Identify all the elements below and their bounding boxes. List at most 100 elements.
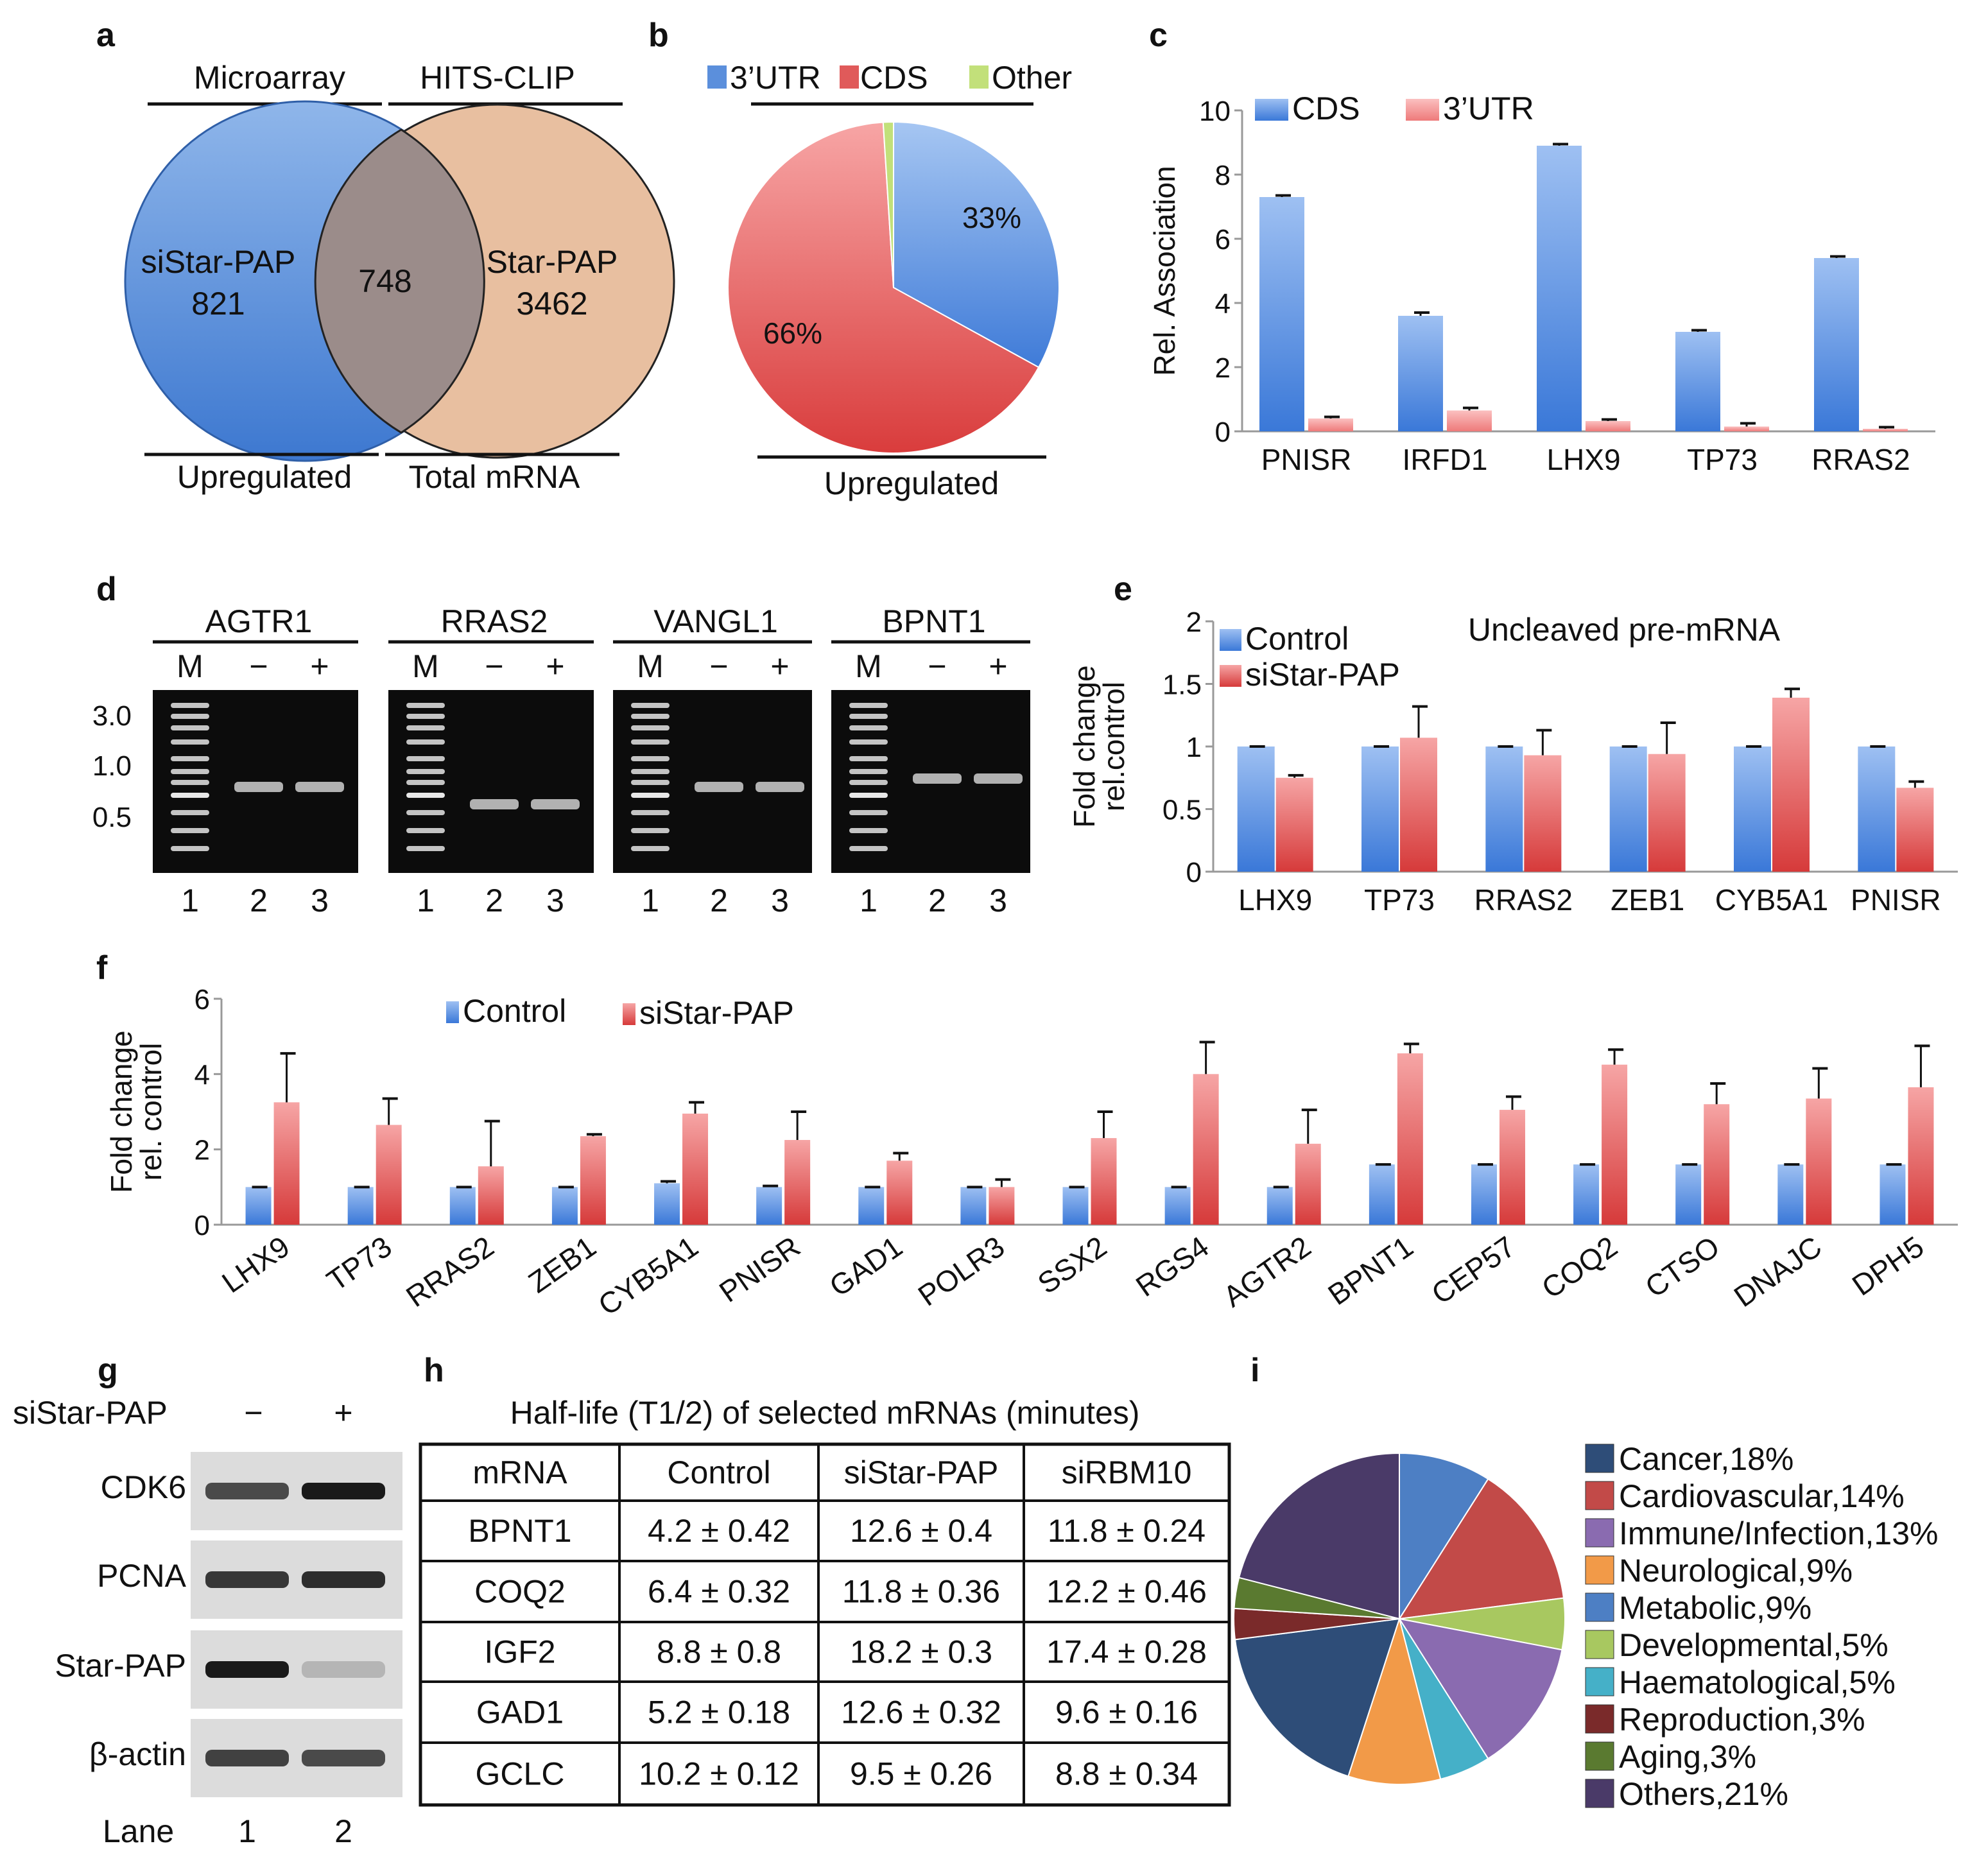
c-bar-3utr-tp73 (1724, 426, 1769, 431)
panel-g-label: g (98, 1352, 118, 1389)
f-bar-sistarpap-dph5 (1908, 1087, 1934, 1225)
f-legend-sistarpap: siStar-PAP (639, 995, 794, 1031)
e-bar-control-cyb5a1 (1734, 746, 1771, 872)
table-h-header-0: mRNA (472, 1454, 567, 1490)
c-bar-3utr-pnisr (1308, 419, 1353, 431)
f-bar-sistarpap-agtr2 (1295, 1143, 1321, 1225)
gel-size-0-5: 0.5 (92, 802, 132, 833)
legend-b-other: Other (992, 60, 1072, 96)
legend-i-label-developmental: Developmental,5% (1619, 1627, 1889, 1663)
gel-agtr1-plus-label: + (310, 648, 329, 684)
f-xtick-coq2: COQ2 (1535, 1230, 1623, 1305)
gel-vangl1-ladder-band (631, 725, 670, 730)
e-ytick-label: 0 (1186, 857, 1202, 888)
c-xtick-rras2: RRAS2 (1811, 443, 1910, 476)
gel-bpnt1-lane-3: 3 (989, 883, 1007, 919)
gel-bpnt1-ladder-band (849, 703, 888, 708)
f-ylabel: rel. control (134, 1043, 168, 1181)
c-xtick-tp73: TP73 (1687, 443, 1758, 476)
panel-h: h Half-life (T1/2) of selected mRNAs (mi… (419, 1352, 1231, 1807)
e-bar-control-pnisr (1858, 746, 1896, 872)
blot-minus: − (244, 1395, 263, 1431)
f-bar-control-dph5 (1880, 1164, 1906, 1225)
gel-rras2-lane-2: 2 (485, 883, 503, 919)
legend-i-swatch-neurological (1585, 1555, 1614, 1585)
e-ytick-label: 2 (1186, 607, 1202, 638)
table-h-cell-r3-c1: 8.8 ± 0.8 (657, 1634, 781, 1670)
f-xtick-cyb5a1: CYB5A1 (592, 1230, 704, 1322)
c-ytick-label: 10 (1199, 96, 1231, 127)
f-ytick-label: 2 (194, 1135, 210, 1166)
e-xtick-pnisr: PNISR (1851, 883, 1941, 917)
e-ylabel: rel.control (1097, 682, 1130, 811)
pie-i-slice-others (1238, 1452, 1400, 1620)
gel-vangl1-ladder-band (631, 793, 670, 798)
f-bar-sistarpap-ssx2 (1091, 1138, 1117, 1225)
c-xtick-lhx9: LHX9 (1546, 443, 1620, 476)
gel-bpnt1-title: BPNT1 (882, 603, 985, 639)
f-bar-sistarpap-ctso (1704, 1104, 1730, 1225)
blot-band-cdk6-lane2 (302, 1483, 385, 1499)
gel-bpnt1-band-lane3 (974, 773, 1023, 784)
f-bar-sistarpap-gad1 (886, 1161, 913, 1225)
f-ytick-label: 6 (194, 984, 210, 1015)
table-h-cell-r2-c1: 6.4 ± 0.32 (648, 1574, 790, 1610)
gel-agtr1-ladder-band (171, 714, 209, 719)
legend-i-label-others: Others,21% (1619, 1776, 1788, 1812)
gel-bpnt1-lane-2: 2 (928, 883, 946, 919)
gel-agtr1-lane-1: 1 (181, 883, 199, 919)
pie-i-slice-neurological (1347, 1616, 1442, 1785)
blot-lane-2: 2 (334, 1813, 352, 1849)
legend-i-label-cancer: Cancer,18% (1619, 1441, 1794, 1477)
f-bar-control-rras2 (449, 1187, 476, 1225)
gel-bpnt1-ladder-band (849, 756, 888, 761)
f-bar-control-ctso (1675, 1164, 1702, 1225)
f-ytick-label: 0 (194, 1210, 210, 1241)
table-h-cell-r2-c0: COQ2 (474, 1574, 566, 1610)
gel-bpnt1-minus-label: − (928, 648, 946, 684)
table-h-cell-r3-c3: 17.4 ± 0.28 (1046, 1634, 1207, 1670)
f-bar-sistarpap-polr3 (989, 1187, 1015, 1225)
f-xtick-dnajc: DNAJC (1728, 1230, 1828, 1314)
blot-lane-label: Lane (103, 1813, 174, 1849)
legend-b-swatch-3utr (707, 65, 727, 89)
gel-agtr1-ladder-band (171, 793, 209, 798)
legend-b-3utr: 3’UTR (730, 60, 821, 96)
f-xtick-polr3: POLR3 (912, 1230, 1010, 1313)
f-xtick-cep57: CEP57 (1425, 1230, 1521, 1311)
e-xtick-lhx9: LHX9 (1238, 883, 1312, 917)
c-ytick-label: 0 (1215, 417, 1231, 448)
table-h-cell-r4-c1: 5.2 ± 0.18 (648, 1695, 790, 1730)
blot-band-pcna-lane2 (302, 1571, 385, 1588)
legend-i-swatch-reproduction (1585, 1704, 1614, 1734)
venn-top-right-label: HITS-CLIP (420, 60, 575, 96)
blot-treatment-label: siStar-PAP (13, 1395, 168, 1431)
f-xtick-ctso: CTSO (1639, 1230, 1725, 1304)
c-legend-swatch-0 (1255, 99, 1288, 121)
gel-vangl1-ladder-band (631, 828, 670, 833)
e-bar-sistarpap-rras2 (1524, 755, 1562, 872)
gel-rras2-ladder-band (406, 725, 445, 730)
e-bar-control-lhx9 (1237, 746, 1275, 872)
gel-agtr1-ladder-band (171, 780, 209, 785)
c-legend-swatch-1 (1406, 99, 1439, 121)
gel-bpnt1-ladder-band (849, 780, 888, 785)
c-bar-3utr-rras2 (1863, 429, 1908, 431)
table-h-header-3: siRBM10 (1062, 1454, 1192, 1490)
gel-bpnt1-ladder-band (849, 739, 888, 745)
f-bar-sistarpap-cyb5a1 (682, 1113, 709, 1225)
e-xtick-rras2: RRAS2 (1474, 883, 1573, 917)
e-bar-sistarpap-zeb1 (1648, 754, 1686, 872)
f-bar-control-tp73 (347, 1187, 374, 1225)
gel-bpnt1-band-lane2 (913, 773, 962, 784)
table-h-cell-r2-c3: 12.2 ± 0.46 (1046, 1574, 1207, 1610)
pie-b (727, 121, 1060, 454)
legend-b-cds: CDS (860, 60, 928, 96)
table-h-cell-r1-c3: 11.8 ± 0.24 (1048, 1513, 1206, 1549)
f-bar-sistarpap-zeb1 (580, 1136, 606, 1225)
f-bar-control-lhx9 (245, 1187, 272, 1225)
panel-i: i Cancer,18%Cardiovascular,14%Immune/Inf… (1233, 1352, 1939, 1812)
